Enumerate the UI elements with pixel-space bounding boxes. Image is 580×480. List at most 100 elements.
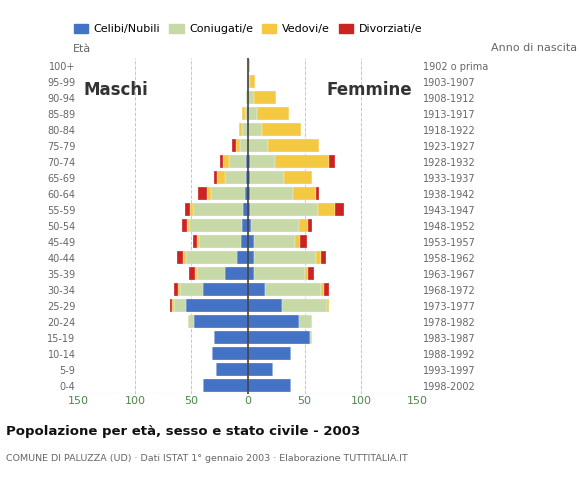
Bar (265, 283, 321, 296)
Bar (177, 251, 183, 264)
Bar (250, 171, 284, 184)
Bar (239, 123, 242, 136)
Bar (321, 251, 326, 264)
Bar (223, 155, 229, 168)
Bar (275, 155, 329, 168)
Bar (216, 363, 248, 376)
Text: Popolazione per età, sesso e stato civile - 2003: Popolazione per età, sesso e stato civil… (6, 425, 360, 438)
Bar (248, 107, 257, 120)
Bar (329, 155, 335, 168)
Bar (335, 203, 344, 216)
Bar (241, 235, 248, 248)
Text: Maschi: Maschi (84, 81, 148, 98)
Bar (295, 235, 300, 248)
Text: COMUNE DI PALUZZA (UD) · Dati ISTAT 1° gennaio 2003 · Elaborazione TUTTITALIA.IT: COMUNE DI PALUZZA (UD) · Dati ISTAT 1° g… (6, 454, 408, 463)
Bar (214, 171, 218, 184)
Bar (248, 379, 291, 392)
Bar (245, 107, 248, 120)
Bar (248, 235, 253, 248)
Bar (248, 91, 253, 104)
Bar (178, 283, 180, 296)
Bar (225, 267, 248, 280)
Bar (250, 187, 293, 200)
Bar (248, 219, 251, 232)
Bar (250, 155, 275, 168)
Bar (293, 187, 316, 200)
Bar (300, 235, 307, 248)
Bar (244, 203, 248, 216)
Bar (299, 219, 308, 232)
Bar (242, 107, 245, 120)
Bar (316, 187, 319, 200)
Bar (186, 299, 248, 312)
Bar (248, 75, 250, 88)
Bar (220, 155, 223, 168)
Bar (246, 91, 248, 104)
Text: Anno di nascita: Anno di nascita (491, 43, 577, 53)
Bar (248, 139, 269, 152)
Bar (175, 299, 186, 312)
Bar (248, 187, 250, 200)
Bar (248, 123, 262, 136)
Bar (195, 267, 197, 280)
Bar (186, 251, 237, 264)
Bar (299, 315, 313, 328)
Bar (269, 139, 319, 152)
Bar (304, 267, 308, 280)
Bar (235, 139, 240, 152)
Bar (188, 315, 194, 328)
Bar (184, 203, 190, 216)
Bar (242, 123, 248, 136)
Bar (203, 379, 248, 392)
Bar (248, 155, 250, 168)
Bar (246, 171, 248, 184)
Bar (253, 267, 304, 280)
Bar (308, 219, 313, 232)
Bar (250, 203, 318, 216)
Bar (321, 283, 324, 296)
Bar (253, 91, 276, 104)
Bar (225, 171, 246, 184)
Bar (250, 75, 255, 88)
Bar (251, 219, 299, 232)
Bar (248, 203, 250, 216)
Bar (245, 187, 248, 200)
Bar (257, 107, 289, 120)
Bar (324, 283, 329, 296)
Bar (203, 283, 248, 296)
Bar (190, 203, 193, 216)
Bar (316, 251, 321, 264)
Bar (207, 187, 211, 200)
Bar (198, 187, 207, 200)
Bar (310, 331, 313, 344)
Bar (242, 219, 248, 232)
Bar (248, 283, 265, 296)
Bar (246, 155, 248, 168)
Bar (248, 171, 250, 184)
Bar (262, 123, 301, 136)
Bar (211, 187, 245, 200)
Bar (193, 203, 244, 216)
Bar (187, 219, 189, 232)
Bar (194, 315, 248, 328)
Bar (229, 155, 246, 168)
Bar (240, 139, 248, 152)
Bar (248, 331, 310, 344)
Bar (183, 251, 186, 264)
Bar (308, 267, 314, 280)
Legend: Celibi/Nubili, Coniugati/e, Vedovi/e, Divorziati/e: Celibi/Nubili, Coniugati/e, Vedovi/e, Di… (69, 20, 427, 39)
Bar (248, 267, 253, 280)
Bar (218, 171, 225, 184)
Text: Femmine: Femmine (327, 81, 412, 98)
Bar (175, 283, 178, 296)
Bar (237, 251, 248, 264)
Bar (248, 59, 250, 72)
Bar (248, 315, 299, 328)
Bar (248, 363, 273, 376)
Bar (197, 235, 200, 248)
Bar (182, 219, 187, 232)
Bar (180, 283, 203, 296)
Bar (318, 203, 335, 216)
Bar (282, 299, 327, 312)
Bar (197, 267, 225, 280)
